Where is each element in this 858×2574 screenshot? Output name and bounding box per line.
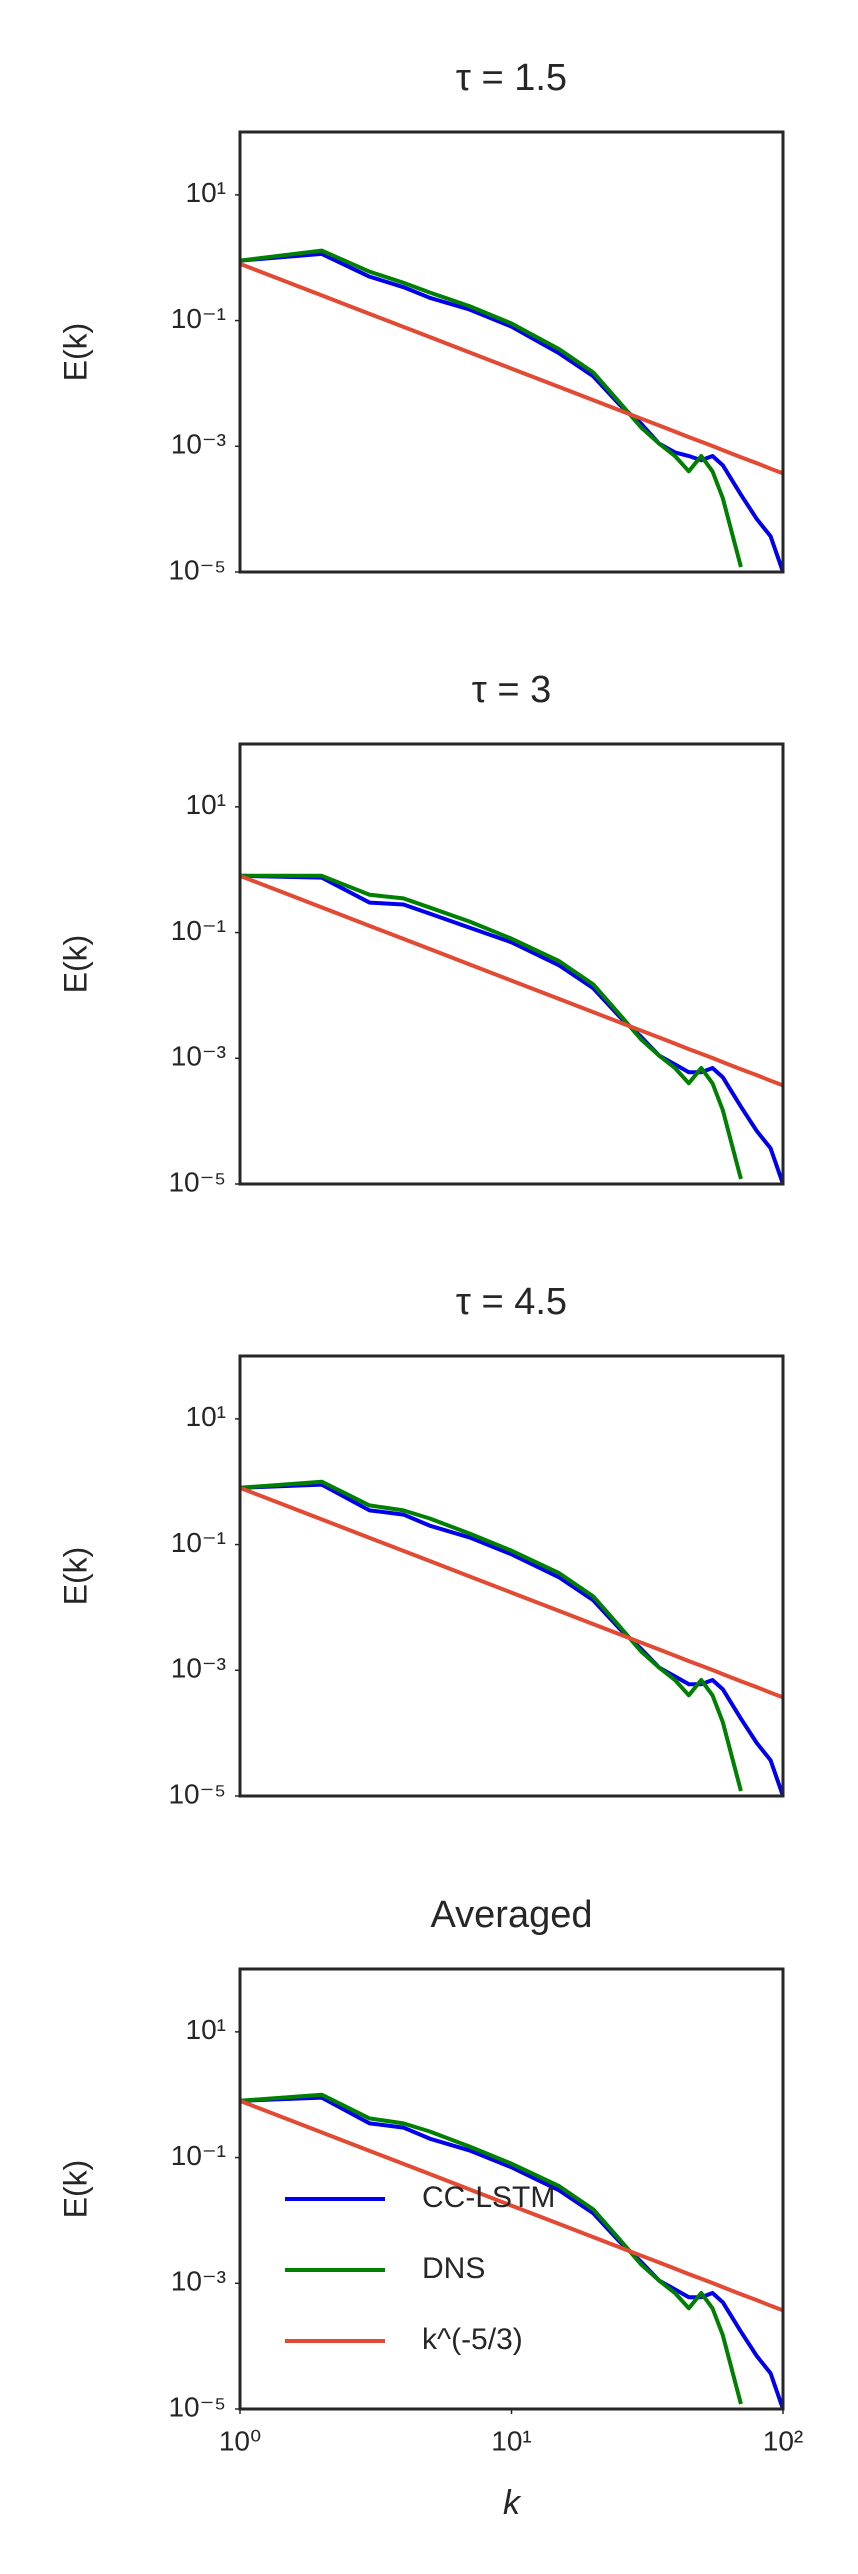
axes-frame xyxy=(238,130,785,574)
subplot-title: τ = 4.5 xyxy=(456,1281,567,1323)
subplot: Averaged E(k) 10⁻⁵ 10⁻³ 10⁻¹ 10¹ 10⁰ 10¹ 10² k CC-… xyxy=(57,1894,803,2522)
series-line xyxy=(240,248,743,568)
y-axis-label: E(k) xyxy=(57,2160,93,2219)
series-line xyxy=(240,2098,783,2313)
legend-label: k^(-5/3) xyxy=(422,2323,523,2356)
series-line xyxy=(240,873,743,1180)
series-line xyxy=(240,1485,783,1700)
y-tick-label: 10⁻⁵ xyxy=(168,2391,226,2422)
series-line xyxy=(240,873,783,1088)
series-line xyxy=(240,261,783,476)
axes-frame xyxy=(238,1967,785,2411)
y-tick-label: 10⁻¹ xyxy=(171,2140,226,2171)
y-tick-label: 10⁻¹ xyxy=(171,303,226,334)
subplot-title: Averaged xyxy=(431,1894,593,1936)
y-axis-label: E(k) xyxy=(57,935,93,994)
series-line xyxy=(240,873,783,1184)
axes-frame xyxy=(238,1354,785,1798)
x-axis-label: k xyxy=(503,2484,522,2522)
subplot: τ = 3 E(k) 10⁻⁵ 10⁻³ 10⁻¹ 10¹ xyxy=(57,669,785,1197)
subplot-title: τ = 1.5 xyxy=(456,57,567,99)
x-tick-label: 10¹ xyxy=(491,2425,531,2456)
series-line xyxy=(240,1482,783,1796)
y-tick-label: 10¹ xyxy=(186,177,226,208)
y-tick-label: 10⁻³ xyxy=(171,2266,226,2297)
y-tick-label: 10⁻⁵ xyxy=(168,554,226,585)
subplot-title: τ = 3 xyxy=(472,669,551,711)
legend-label: DNS xyxy=(422,2252,485,2285)
y-axis-label: E(k) xyxy=(57,323,93,382)
y-tick-label: 10⁻³ xyxy=(171,1041,226,1072)
axes-frame xyxy=(238,742,785,1186)
series-line xyxy=(240,2092,743,2405)
x-tick-label: 10² xyxy=(763,2425,803,2456)
legend-label: CC-LSTM xyxy=(422,2181,555,2214)
series-line xyxy=(240,1479,743,1792)
y-tick-label: 10⁻³ xyxy=(171,1653,226,1684)
y-tick-label: 10¹ xyxy=(186,1401,226,1432)
y-tick-label: 10⁻¹ xyxy=(171,1527,226,1558)
y-tick-label: 10¹ xyxy=(186,2014,226,2045)
y-tick-label: 10¹ xyxy=(186,789,226,820)
x-tick-label: 10⁰ xyxy=(219,2425,261,2456)
y-tick-label: 10⁻¹ xyxy=(171,915,226,946)
subplot: τ = 4.5 E(k) 10⁻⁵ 10⁻³ 10⁻¹ 10¹ xyxy=(57,1281,785,1809)
subplot: τ = 1.5 E(k) 10⁻⁵ 10⁻³ 10⁻¹ 10¹ xyxy=(57,57,785,585)
series-line xyxy=(240,2095,783,2409)
y-tick-label: 10⁻⁵ xyxy=(168,1166,226,1197)
y-tick-label: 10⁻⁵ xyxy=(168,1778,226,1809)
y-axis-label: E(k) xyxy=(57,1547,93,1606)
series-line xyxy=(240,251,783,572)
y-tick-label: 10⁻³ xyxy=(171,429,226,460)
